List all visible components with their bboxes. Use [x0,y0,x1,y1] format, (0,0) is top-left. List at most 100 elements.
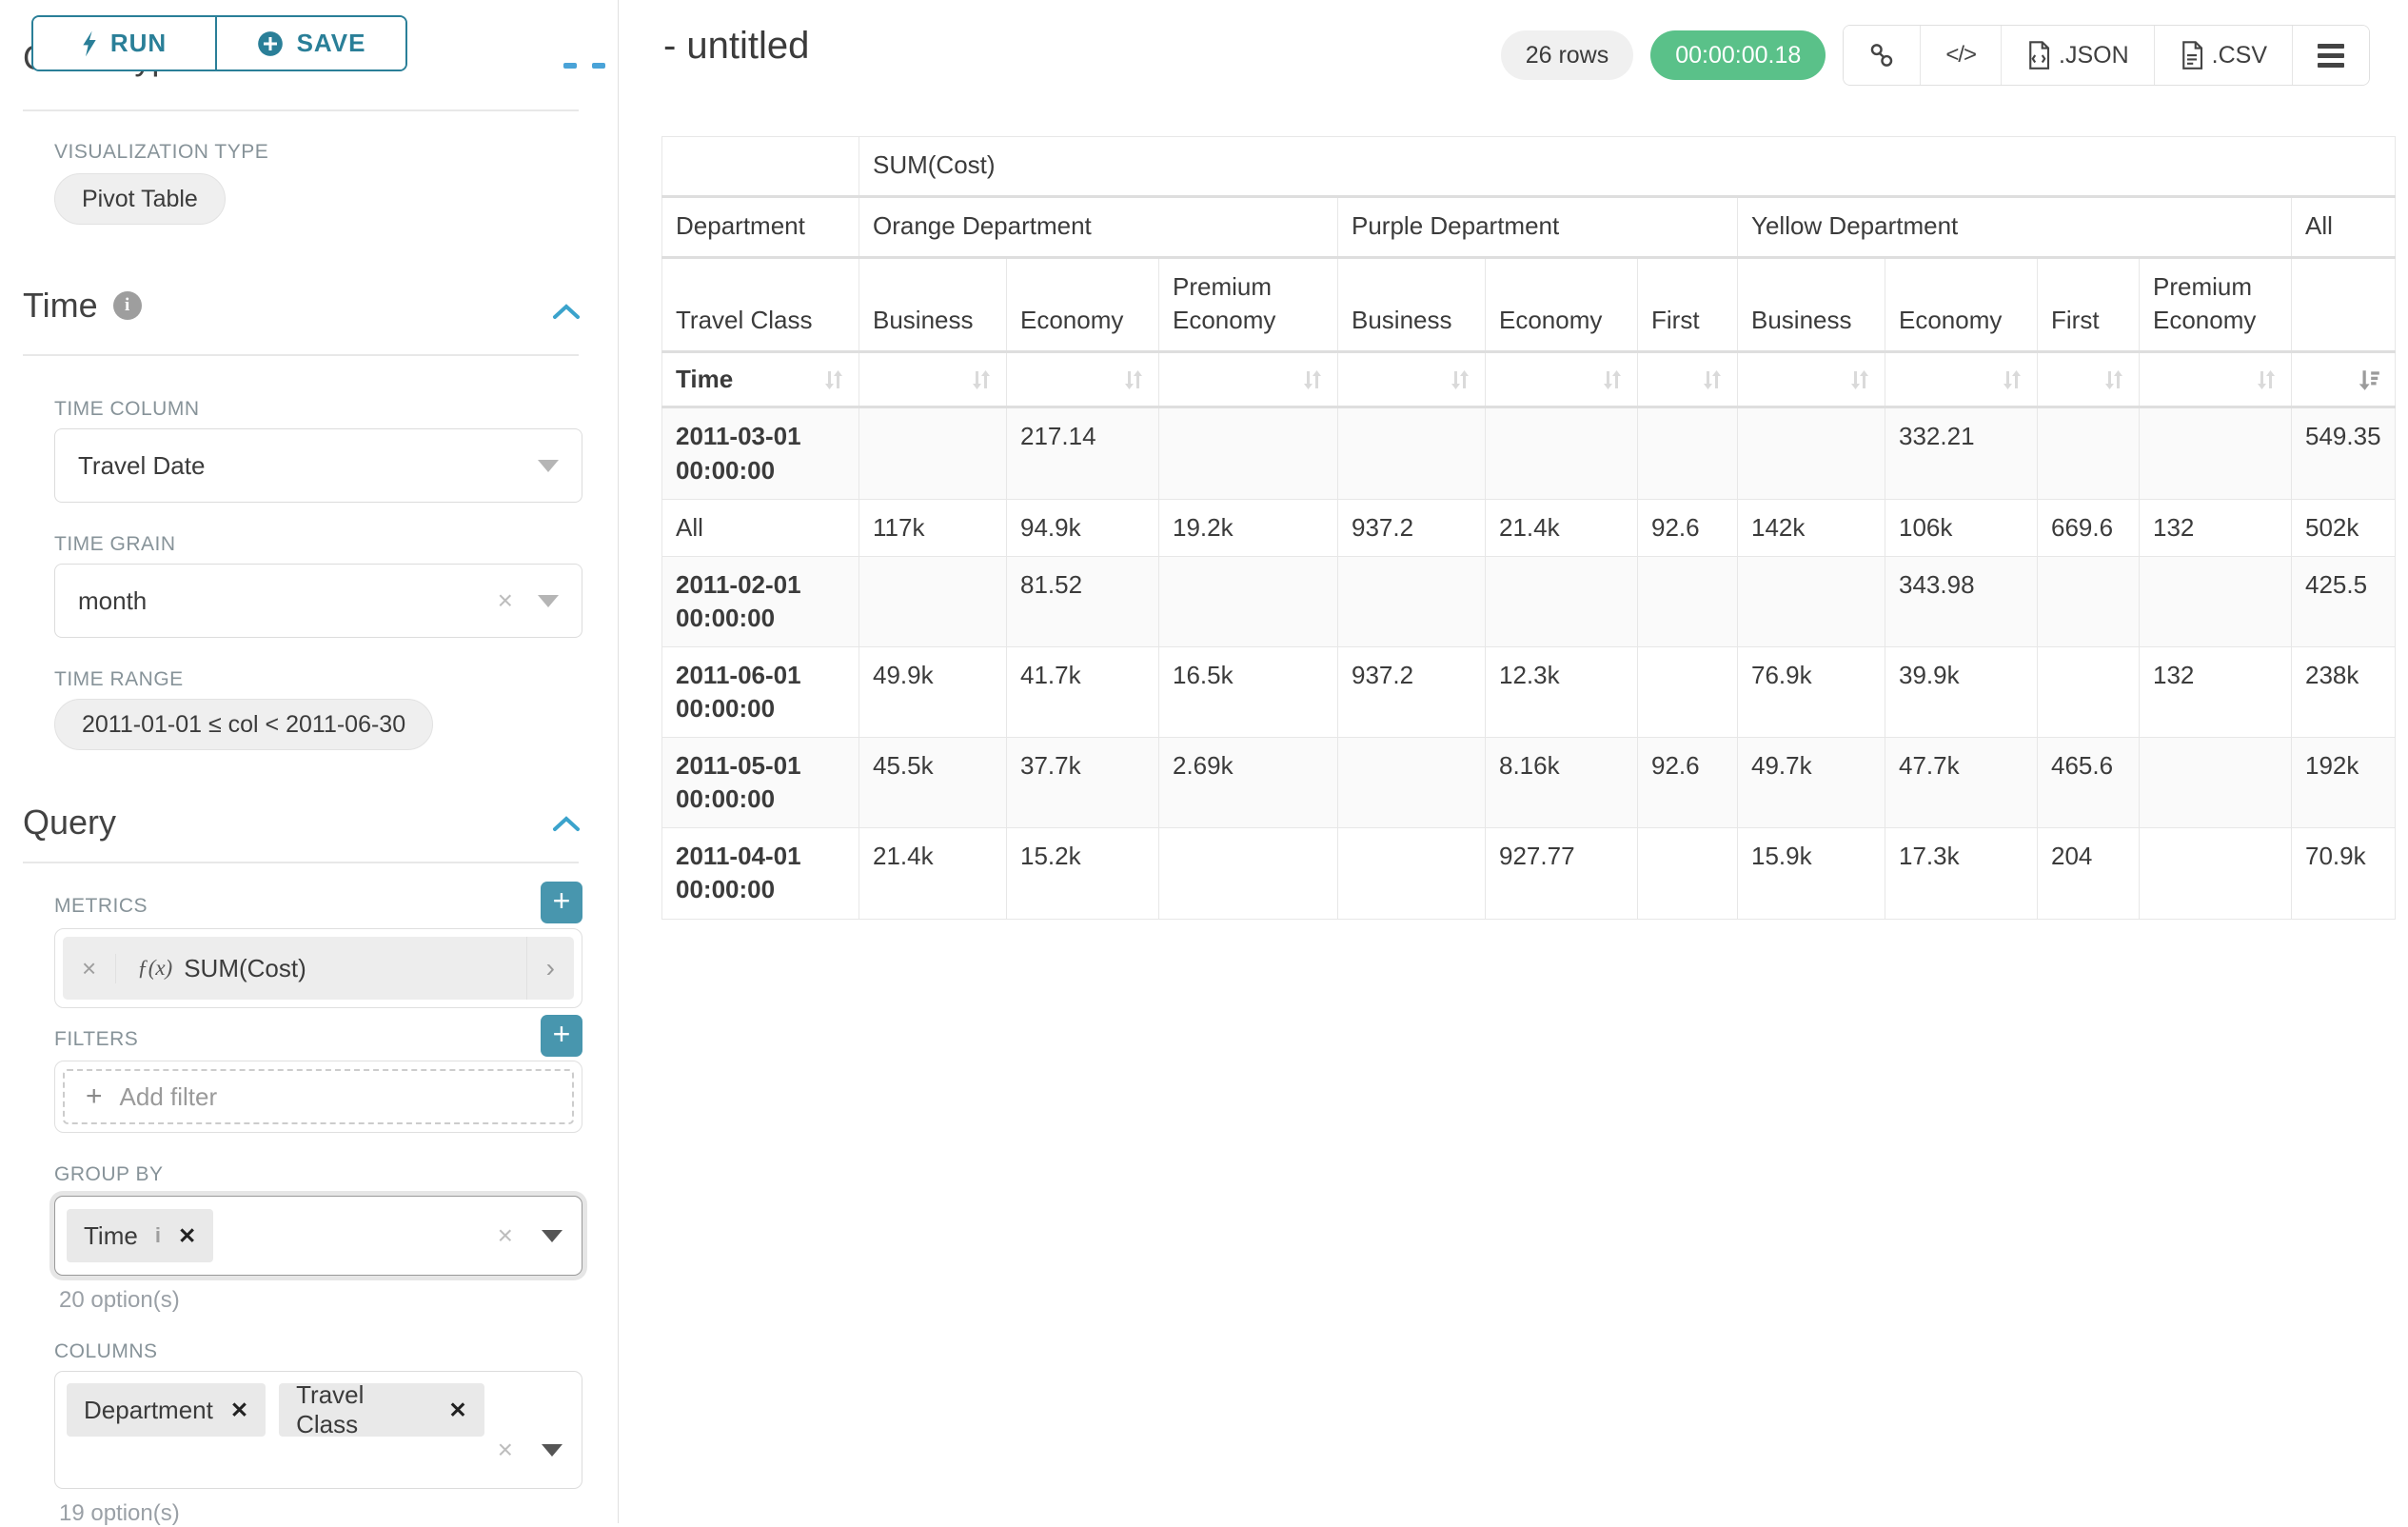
export-json-button[interactable]: .JSON [2002,26,2155,85]
save-button[interactable]: SAVE [217,17,405,69]
pivot-cell: 669.6 [2037,498,2140,557]
pivot-metric-header: SUM(Cost) [859,135,2396,198]
section-divider [23,862,579,863]
pivot-cell: 15.9k [1737,827,1885,920]
pivot-cell: 132 [2139,645,2292,739]
pivot-cell: 21.4k [1485,498,1638,557]
lightning-icon [83,30,96,56]
remove-chip-icon[interactable]: ✕ [229,1397,249,1422]
time-column-select[interactable]: Travel Date [54,428,582,503]
sort-icon [1125,369,1142,389]
pivot-row-label: All [661,498,859,557]
remove-metric-icon[interactable]: × [63,953,117,983]
pivot-sort-header-time[interactable]: Time [661,351,859,408]
pivot-cell: 41.7k [1006,645,1159,739]
pivot-sort-header[interactable] [859,351,1007,408]
pivot-cell: 8.16k [1485,737,1638,829]
pivot-cell [2037,407,2140,500]
pivot-cell: 937.2 [1337,498,1486,557]
pivot-sort-header[interactable] [2291,351,2396,408]
time-range-label: TIME RANGE [54,668,184,690]
pivot-corner-cell [661,135,859,198]
remove-chip-icon[interactable]: ✕ [177,1222,197,1248]
pivot-cell: 17.3k [1885,827,2038,920]
viz-type-pill[interactable]: Pivot Table [54,173,226,225]
pivot-cell: 204 [2037,827,2140,920]
chart-panel: - untitled 26 rows 00:00:00.18 </> .JSON [620,0,2408,1523]
columns-select[interactable]: Department ✕ Travel Class ✕ × [54,1371,582,1489]
pivot-cell [2139,555,2292,647]
pivot-cell [2139,407,2292,500]
chevron-down-icon[interactable] [538,594,559,607]
clear-icon[interactable]: × [497,1220,513,1250]
chevron-down-icon[interactable] [538,459,559,472]
pivot-cell [1158,407,1338,500]
pivot-cell: 2.69k [1158,737,1338,829]
remove-chip-icon[interactable]: ✕ [448,1397,467,1422]
pivot-cell [1637,827,1738,920]
embed-code-button[interactable]: </> [1921,26,2003,85]
pivot-class-header [2291,257,2396,353]
save-button-label: SAVE [296,29,366,57]
hamburger-menu-icon [2318,43,2344,68]
chevron-down-icon[interactable] [542,1229,563,1242]
add-metric-button[interactable]: + [541,882,582,923]
time-grain-select[interactable]: month × [54,564,582,638]
run-button[interactable]: RUN [33,17,217,69]
chevron-right-icon[interactable]: › [525,937,574,1000]
collapse-time-chevron-icon[interactable] [552,303,581,320]
pivot-sort-header[interactable] [1885,351,2038,408]
pivot-sort-header[interactable] [1737,351,1885,408]
add-filter-plus-button[interactable]: + [541,1015,582,1057]
pivot-cell: 502k [2291,498,2396,557]
pivot-sort-header[interactable] [1485,351,1638,408]
clear-icon[interactable]: × [497,585,513,615]
more-options-button[interactable] [2293,26,2369,85]
pivot-cell [859,555,1007,647]
chip-label: Travel Class [296,1380,365,1438]
chart-title[interactable]: - untitled [663,25,810,67]
pivot-sort-header[interactable] [1006,351,1159,408]
columns-chip-department[interactable]: Department ✕ [67,1383,266,1437]
collapse-query-chevron-icon[interactable] [552,815,581,832]
group-by-chip-time[interactable]: Time i ✕ [67,1209,214,1262]
metrics-label: METRICS [54,895,148,917]
pivot-cell [1737,555,1885,647]
pivot-row-dimension: Travel Class [661,257,859,353]
pivot-row-label: 2011-06-01 00:00:00 [661,645,859,739]
pivot-sort-header[interactable] [1158,351,1338,408]
export-csv-button[interactable]: .CSV [2154,26,2293,85]
chevron-down-icon[interactable] [542,1443,563,1457]
pivot-sort-header[interactable] [1637,351,1738,408]
info-icon: i [154,1223,161,1247]
pivot-cell [1337,555,1486,647]
group-by-label: GROUP BY [54,1163,164,1185]
run-save-button-group: RUN SAVE [31,15,407,71]
table-row: 2011-03-01 00:00:00 217.14 332.21 549.35 [661,407,2396,500]
result-toolbar: 26 rows 00:00:00.18 </> .JSON . [1500,25,2370,86]
fx-icon: ƒ(x) [137,956,173,980]
columns-options-count: 19 option(s) [59,1500,180,1526]
time-range-pill[interactable]: 2011-01-01 ≤ col < 2011-06-30 [54,699,434,750]
pivot-cell: 45.5k [859,737,1007,829]
pivot-sort-header[interactable] [1337,351,1486,408]
csv-file-icon [2181,41,2202,69]
pivot-cell: 117k [859,498,1007,557]
pivot-sort-header[interactable] [2037,351,2140,408]
pivot-cell [1637,407,1738,500]
pivot-cell: 92.6 [1637,737,1738,829]
pivot-cell: 425.5 [2291,555,2396,647]
group-by-select[interactable]: Time i ✕ × [54,1196,582,1276]
metric-chip-label: SUM(Cost) [184,953,306,982]
metric-chip[interactable]: × ƒ(x) SUM(Cost) › [63,937,574,1000]
add-filter-button[interactable]: + Add filter [63,1069,574,1124]
pivot-cell: 76.9k [1737,645,1885,739]
metrics-box: × ƒ(x) SUM(Cost) › [54,928,582,1008]
pivot-group-header: Yellow Department [1737,196,2292,259]
pivot-sort-header[interactable] [2139,351,2292,408]
sort-icon [1704,369,1721,389]
clear-icon[interactable]: × [497,1435,513,1464]
columns-chip-travel-class[interactable]: Travel Class ✕ [279,1380,484,1438]
chip-label: Department [84,1395,213,1424]
copy-link-button[interactable] [1844,26,1922,85]
